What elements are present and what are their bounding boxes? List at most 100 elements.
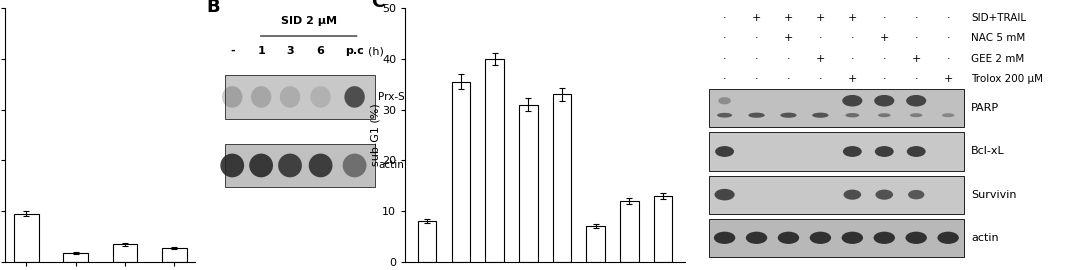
Text: ·: ·: [914, 13, 918, 23]
Bar: [162, 248, 187, 262]
Ellipse shape: [842, 95, 862, 107]
Text: GEE 2 mM: GEE 2 mM: [971, 54, 1024, 64]
Text: actin: actin: [379, 160, 404, 170]
Text: +: +: [847, 13, 857, 23]
Text: NAC 5 mM: NAC 5 mM: [971, 33, 1025, 43]
Bar: [708, 133, 965, 171]
Ellipse shape: [345, 86, 365, 108]
Text: 6: 6: [317, 46, 324, 56]
Text: +: +: [847, 74, 857, 84]
Ellipse shape: [310, 86, 331, 108]
Text: Trolox 200 μM: Trolox 200 μM: [971, 74, 1044, 84]
Ellipse shape: [906, 232, 927, 244]
Bar: [418, 221, 436, 262]
Text: ·: ·: [722, 74, 727, 84]
Text: +: +: [815, 54, 825, 64]
Text: ·: ·: [818, 33, 823, 43]
Text: ·: ·: [914, 74, 918, 84]
Ellipse shape: [250, 154, 273, 177]
Bar: [553, 94, 571, 262]
Bar: [708, 89, 965, 127]
Text: ·: ·: [754, 54, 759, 64]
Text: ·: ·: [722, 33, 727, 43]
Ellipse shape: [718, 97, 731, 104]
Ellipse shape: [746, 232, 767, 244]
Ellipse shape: [278, 154, 302, 177]
Text: ·: ·: [882, 74, 886, 84]
Ellipse shape: [906, 95, 926, 107]
Ellipse shape: [780, 113, 797, 118]
Ellipse shape: [908, 190, 924, 199]
Text: +: +: [752, 13, 761, 23]
Ellipse shape: [875, 190, 893, 200]
Text: p.c: p.c: [346, 46, 364, 56]
Bar: [708, 176, 965, 214]
Text: ·: ·: [882, 13, 886, 23]
Text: Survivin: Survivin: [971, 190, 1017, 200]
Text: ·: ·: [946, 54, 950, 64]
Text: B: B: [207, 0, 221, 16]
Bar: [519, 104, 538, 262]
Ellipse shape: [878, 113, 891, 117]
Text: ·: ·: [882, 54, 886, 64]
Text: ·: ·: [754, 74, 759, 84]
Ellipse shape: [717, 113, 732, 118]
Text: ·: ·: [722, 54, 727, 64]
Bar: [63, 253, 87, 262]
Ellipse shape: [845, 113, 859, 117]
Text: +: +: [815, 13, 825, 23]
Text: +: +: [879, 33, 889, 43]
Text: ·: ·: [818, 74, 823, 84]
Text: ·: ·: [786, 54, 791, 64]
Text: 1: 1: [257, 46, 265, 56]
Ellipse shape: [812, 113, 829, 118]
Ellipse shape: [874, 95, 894, 107]
Bar: [620, 201, 639, 262]
Bar: [225, 75, 375, 119]
Ellipse shape: [308, 154, 333, 177]
Text: SID+TRAIL: SID+TRAIL: [971, 13, 1026, 23]
Ellipse shape: [910, 113, 923, 117]
Text: -: -: [229, 46, 235, 56]
Ellipse shape: [748, 113, 765, 118]
Ellipse shape: [942, 113, 955, 117]
Ellipse shape: [343, 154, 366, 177]
Text: +: +: [911, 54, 921, 64]
Text: ·: ·: [722, 13, 727, 23]
Text: (h): (h): [368, 46, 383, 56]
Ellipse shape: [844, 190, 861, 200]
Ellipse shape: [222, 86, 242, 108]
Y-axis label: sub-G1 (%): sub-G1 (%): [370, 104, 381, 166]
Text: ·: ·: [754, 33, 759, 43]
Bar: [14, 214, 38, 262]
Ellipse shape: [907, 146, 926, 157]
Bar: [113, 244, 138, 262]
Bar: [708, 219, 965, 257]
Text: +: +: [784, 13, 793, 23]
Ellipse shape: [778, 232, 799, 244]
Bar: [225, 144, 375, 187]
Text: SID 2 μM: SID 2 μM: [281, 16, 337, 26]
Text: ·: ·: [786, 74, 791, 84]
Text: C: C: [371, 0, 385, 11]
Ellipse shape: [714, 232, 735, 244]
Ellipse shape: [938, 232, 959, 244]
Text: PARP: PARP: [971, 103, 1000, 113]
Text: ·: ·: [850, 33, 855, 43]
Text: Prx-SO3: Prx-SO3: [379, 92, 420, 102]
Bar: [451, 82, 471, 262]
Ellipse shape: [842, 232, 863, 244]
Bar: [587, 226, 605, 262]
Text: +: +: [943, 74, 953, 84]
Ellipse shape: [715, 189, 735, 200]
Text: ·: ·: [946, 13, 950, 23]
Ellipse shape: [221, 154, 244, 177]
Text: actin: actin: [971, 233, 999, 243]
Ellipse shape: [843, 146, 862, 157]
Text: +: +: [784, 33, 793, 43]
Ellipse shape: [280, 86, 300, 108]
Bar: [485, 59, 504, 262]
Ellipse shape: [810, 232, 831, 244]
Text: ·: ·: [850, 54, 855, 64]
Text: 3: 3: [286, 46, 293, 56]
